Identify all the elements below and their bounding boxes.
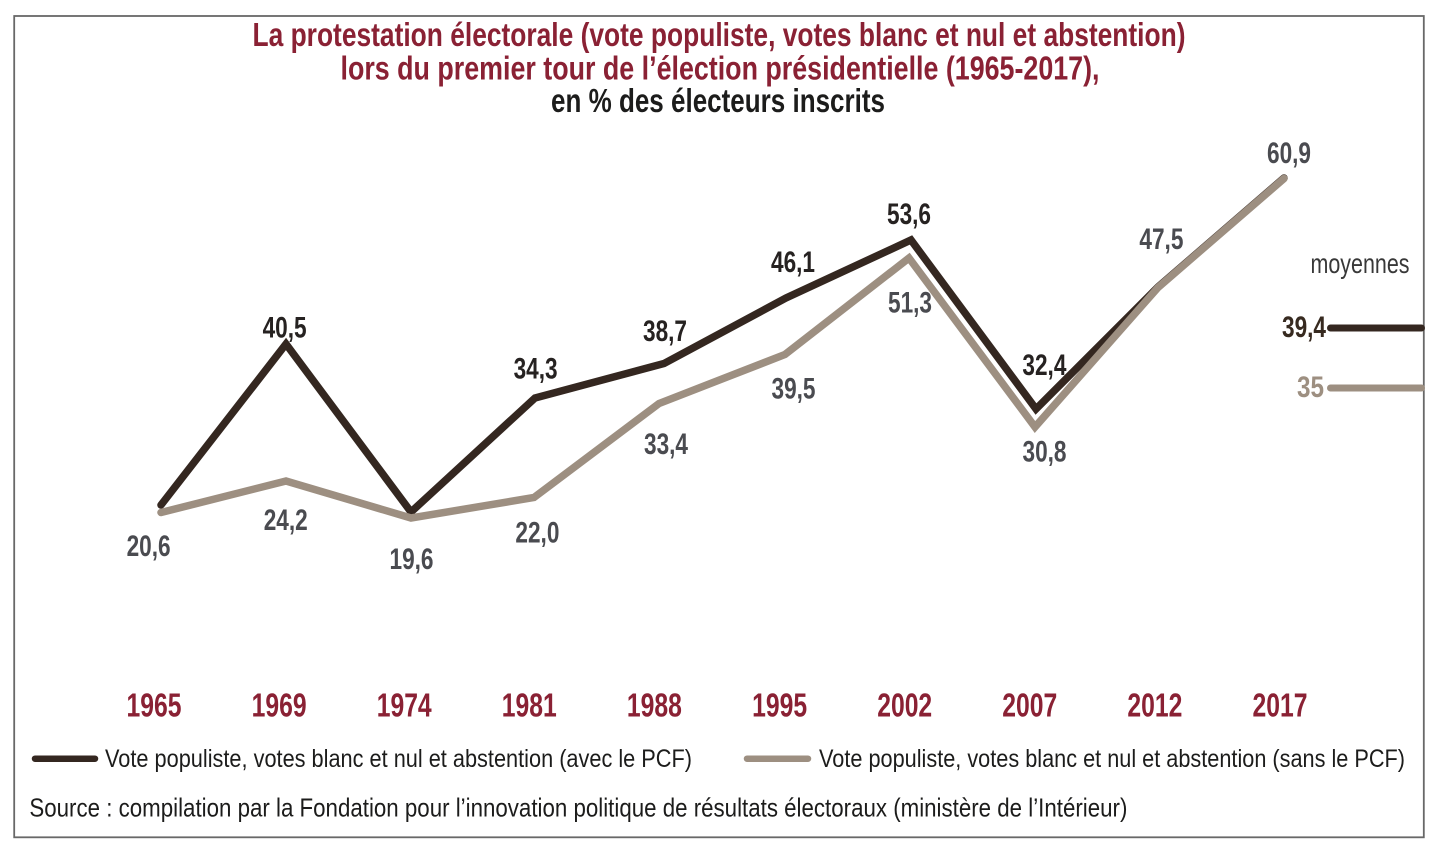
svg-text:2012: 2012: [1127, 688, 1182, 725]
svg-text:1995: 1995: [752, 688, 807, 725]
svg-text:1988: 1988: [627, 688, 682, 725]
svg-text:24,2: 24,2: [264, 504, 308, 537]
svg-text:40,5: 40,5: [263, 312, 307, 345]
svg-text:Vote populiste, votes blanc et: Vote populiste, votes blanc et nul et ab…: [819, 745, 1405, 773]
svg-text:22,0: 22,0: [515, 517, 559, 550]
svg-text:19,6: 19,6: [390, 543, 434, 576]
svg-text:1965: 1965: [127, 688, 182, 725]
svg-text:35: 35: [1297, 371, 1324, 404]
svg-text:39,5: 39,5: [772, 373, 816, 406]
svg-text:1974: 1974: [377, 688, 432, 725]
svg-text:60,9: 60,9: [1267, 137, 1311, 170]
svg-text:Source : compilation par la Fo: Source : compilation par la Fondation po…: [29, 793, 1127, 823]
svg-text:20,6: 20,6: [127, 530, 171, 563]
svg-text:46,1: 46,1: [771, 246, 815, 279]
svg-text:33,4: 33,4: [644, 428, 688, 461]
svg-text:47,5: 47,5: [1139, 223, 1183, 256]
svg-text:2007: 2007: [1002, 688, 1057, 725]
svg-text:38,7: 38,7: [643, 315, 687, 348]
svg-text:30,8: 30,8: [1023, 436, 1067, 469]
svg-text:La protestation électorale (vo: La protestation électorale (vote populis…: [253, 16, 1186, 53]
svg-text:2017: 2017: [1253, 688, 1308, 725]
svg-text:39,4: 39,4: [1282, 311, 1326, 344]
svg-text:34,3: 34,3: [514, 353, 558, 386]
svg-text:53,6: 53,6: [887, 198, 931, 231]
svg-text:Vote populiste, votes blanc et: Vote populiste, votes blanc et nul et ab…: [105, 745, 692, 773]
svg-text:en % des électeurs inscrits: en % des électeurs inscrits: [551, 82, 885, 119]
svg-text:51,3: 51,3: [888, 287, 932, 320]
svg-text:32,4: 32,4: [1022, 349, 1066, 382]
svg-text:2002: 2002: [877, 688, 932, 725]
svg-text:lors du premier tour de l’élec: lors du premier tour de l’élection prési…: [341, 50, 1100, 87]
svg-text:moyennes: moyennes: [1311, 248, 1410, 279]
svg-text:1981: 1981: [502, 688, 557, 725]
svg-text:1969: 1969: [252, 688, 307, 725]
